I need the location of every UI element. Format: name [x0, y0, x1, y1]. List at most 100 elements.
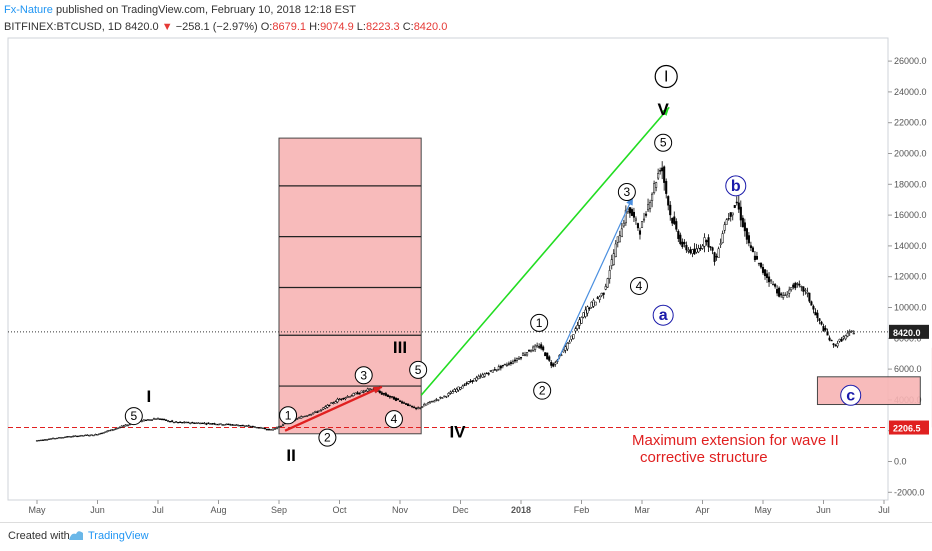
x-tick-label: Jun [90, 505, 105, 515]
candle-body [396, 398, 400, 401]
candle-body [108, 429, 111, 432]
candle-body [719, 243, 722, 246]
candle-body [35, 440, 39, 442]
annotation-text: corrective structure [640, 449, 768, 466]
candle-body [312, 412, 315, 415]
candle-body [552, 363, 555, 367]
close-label: C: [402, 21, 414, 33]
candle-body [92, 434, 95, 437]
candle-body [267, 428, 270, 431]
candle-body [584, 309, 587, 317]
candle-body [148, 419, 151, 421]
candle-body [564, 346, 567, 351]
wave-label-plain: V [658, 100, 670, 119]
candle-body [271, 428, 274, 431]
candle-body [608, 270, 611, 279]
candle-body [701, 245, 704, 249]
candle-body [675, 221, 678, 230]
candle-body [394, 397, 398, 401]
wave-circle-blue [725, 175, 747, 197]
candle-body [225, 423, 228, 426]
wave-label-plain: I [147, 387, 152, 406]
plot-frame [7, 37, 889, 501]
y-tick-label: 14000.0 [894, 241, 927, 251]
candle-body [60, 437, 63, 439]
tradingview-link[interactable]: TradingView [88, 530, 149, 542]
x-tick-label: Jun [816, 505, 831, 515]
candle-body [263, 427, 266, 430]
candle-body [739, 206, 742, 221]
candle-body [44, 439, 47, 441]
candle-body [211, 423, 214, 425]
candle-body [165, 419, 168, 421]
candle-body [653, 183, 656, 194]
footer-bar: Created with TradingView [0, 522, 932, 551]
candle-body [86, 434, 89, 436]
candle-body [435, 399, 438, 401]
candle-body [592, 300, 595, 307]
candle-body [469, 380, 472, 383]
wave-circle-blue [840, 384, 862, 406]
candle-body [171, 420, 174, 422]
candle-body [279, 425, 283, 428]
low-value: 8223.3 [365, 21, 400, 33]
candle-body [832, 343, 835, 346]
x-tick-label: Dec [452, 505, 469, 515]
candle-body [761, 267, 765, 273]
candle-body [461, 385, 464, 389]
candle-body [542, 346, 545, 351]
candle-body [467, 381, 470, 384]
candle-body [544, 352, 547, 357]
y-tick-label: -2000.0 [894, 487, 925, 497]
candle-body [628, 207, 631, 214]
candle-body [392, 396, 395, 400]
candle-body [106, 430, 109, 432]
candle-body [820, 321, 823, 325]
candle-body [687, 249, 690, 252]
candle-body [102, 432, 105, 434]
candle-body [830, 339, 833, 342]
candle-body [528, 349, 531, 352]
candle-body [596, 297, 599, 299]
wave-label: 3 [360, 368, 367, 382]
candle-body [632, 211, 635, 218]
x-tick-label: Mar [634, 505, 650, 515]
candle-body [755, 256, 759, 260]
author-name[interactable]: Fx-Nature [4, 4, 53, 16]
candle-body [316, 411, 319, 413]
wave-label-blue: b [731, 178, 741, 195]
candle-body [659, 170, 662, 172]
candle-body [735, 201, 738, 204]
candle-body [419, 407, 422, 409]
candle-body [578, 319, 581, 326]
candle-body [741, 217, 744, 228]
wave-label: 3 [624, 185, 631, 199]
candle-body [550, 362, 553, 366]
candle-body [572, 334, 575, 339]
candle-body [582, 312, 585, 318]
candle-body [46, 439, 49, 441]
candle-body [586, 306, 589, 314]
wave-circle [318, 428, 337, 447]
candle-body [634, 218, 638, 221]
candle-body [503, 363, 506, 366]
candle-body [523, 354, 527, 356]
candle-body [249, 426, 252, 428]
candle-body [96, 434, 99, 436]
c-box [816, 376, 921, 406]
candle-body [128, 423, 131, 426]
candle-body [840, 338, 843, 342]
candle-body [126, 424, 129, 427]
candle-body [308, 414, 311, 416]
candle-body [790, 287, 793, 290]
candle-body [243, 425, 246, 427]
candle-body [759, 262, 763, 268]
candle-body [737, 202, 740, 210]
candle-body [588, 307, 591, 310]
candle-body [727, 218, 730, 220]
candle-body [661, 167, 664, 172]
candle-body [610, 259, 613, 266]
symbol-name[interactable]: BITFINEX:BTCUSD, 1D [4, 21, 122, 33]
candle-body [681, 241, 684, 247]
